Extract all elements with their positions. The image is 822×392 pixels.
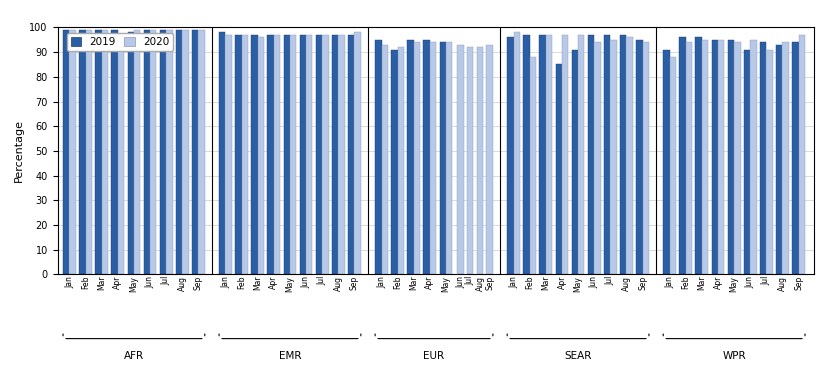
Text: EMR: EMR	[279, 351, 301, 361]
Text: AFR: AFR	[124, 351, 144, 361]
Bar	[524, 35, 529, 274]
Bar	[695, 37, 702, 274]
Bar	[413, 42, 420, 274]
Y-axis label: Percentage: Percentage	[14, 120, 24, 182]
Bar	[127, 33, 134, 274]
Bar	[198, 30, 205, 274]
Bar	[267, 35, 274, 274]
Bar	[610, 40, 616, 274]
Bar	[150, 30, 156, 274]
Bar	[176, 30, 182, 274]
Bar	[440, 42, 446, 274]
Bar	[604, 35, 610, 274]
Bar	[79, 30, 85, 274]
Bar	[316, 35, 322, 274]
Bar	[381, 45, 388, 274]
Bar	[670, 57, 676, 274]
Bar	[457, 45, 464, 274]
Bar	[398, 47, 404, 274]
Bar	[799, 35, 805, 274]
Bar	[192, 30, 198, 274]
Bar	[85, 30, 92, 274]
Bar	[159, 30, 166, 274]
Bar	[408, 40, 413, 274]
Bar	[588, 35, 594, 274]
Bar	[760, 42, 766, 274]
Bar	[727, 40, 734, 274]
Bar	[702, 40, 709, 274]
Bar	[391, 50, 398, 274]
Bar	[166, 30, 173, 274]
Bar	[430, 42, 436, 274]
Bar	[134, 30, 141, 274]
Bar	[354, 33, 361, 274]
Bar	[487, 45, 493, 274]
Bar	[546, 35, 552, 274]
Bar	[144, 30, 150, 274]
Bar	[556, 64, 562, 274]
Bar	[686, 42, 692, 274]
Bar	[679, 37, 686, 274]
Bar	[274, 35, 280, 274]
Bar	[258, 37, 264, 274]
Bar	[507, 37, 514, 274]
Bar	[571, 50, 578, 274]
Bar	[63, 30, 69, 274]
Bar	[225, 35, 232, 274]
Bar	[300, 35, 306, 274]
Bar	[663, 50, 670, 274]
Bar	[118, 35, 124, 274]
Bar	[306, 35, 312, 274]
Bar	[423, 40, 430, 274]
Bar	[332, 35, 339, 274]
Bar	[594, 42, 601, 274]
Text: EUR: EUR	[423, 351, 445, 361]
Bar	[718, 40, 724, 274]
Bar	[529, 57, 536, 274]
Bar	[290, 35, 297, 274]
Text: WPR: WPR	[723, 351, 746, 361]
Bar	[69, 30, 76, 274]
Bar	[734, 42, 741, 274]
Bar	[375, 40, 381, 274]
Legend: 2019, 2020: 2019, 2020	[67, 33, 173, 51]
Bar	[539, 35, 546, 274]
Bar	[712, 40, 718, 274]
Bar	[95, 30, 102, 274]
Bar	[626, 37, 633, 274]
Bar	[182, 30, 189, 274]
Bar	[348, 35, 354, 274]
Bar	[252, 35, 258, 274]
Text: SEAR: SEAR	[565, 351, 592, 361]
Bar	[744, 50, 750, 274]
Bar	[339, 35, 344, 274]
Bar	[467, 47, 473, 274]
Bar	[620, 35, 626, 274]
Bar	[792, 42, 799, 274]
Bar	[242, 35, 248, 274]
Bar	[112, 30, 118, 274]
Bar	[514, 33, 520, 274]
Bar	[219, 33, 225, 274]
Bar	[477, 47, 483, 274]
Bar	[750, 40, 756, 274]
Bar	[562, 35, 568, 274]
Bar	[322, 35, 329, 274]
Bar	[284, 35, 290, 274]
Bar	[643, 42, 649, 274]
Bar	[102, 30, 108, 274]
Bar	[776, 45, 783, 274]
Bar	[578, 35, 584, 274]
Bar	[446, 42, 452, 274]
Bar	[235, 35, 242, 274]
Bar	[783, 42, 789, 274]
Bar	[766, 50, 773, 274]
Bar	[636, 40, 643, 274]
